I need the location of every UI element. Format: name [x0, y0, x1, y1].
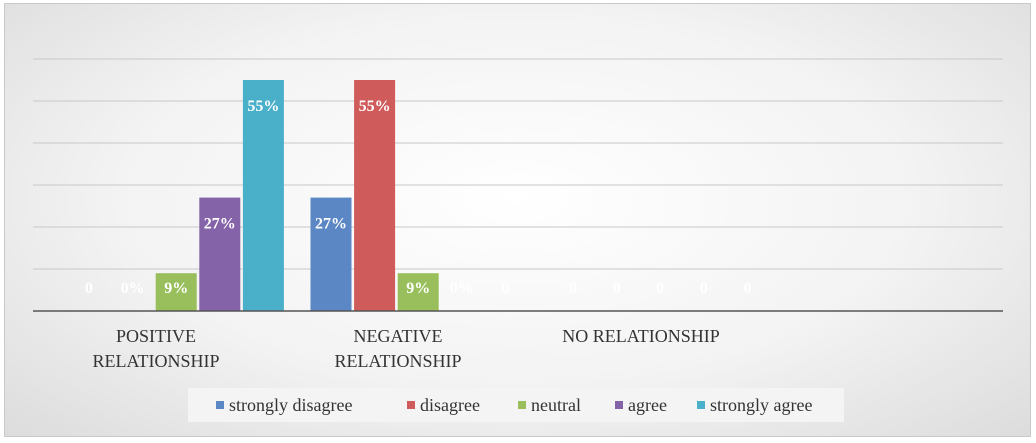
legend-swatch: [615, 401, 623, 409]
data-label: 0%: [450, 280, 474, 297]
data-label: 27%: [204, 216, 236, 233]
category-label: RELATIONSHIP: [334, 351, 461, 371]
data-labels: 0 0% 9% 27% 55% 27% 55% 9% 0% 0 0 0 0 0 0: [85, 98, 751, 297]
category-axis-labels: POSITIVE RELATIONSHIP NEGATIVE RELATIONSHIP…: [92, 326, 719, 371]
bar: [310, 197, 352, 311]
data-label: 0: [501, 280, 509, 297]
chart-area: 0 0% 9% 27% 55% 27% 55% 9% 0% 0 0 0 0 0 0 POSITIVE RELA…: [4, 3, 1031, 437]
legend-swatch: [216, 401, 224, 409]
legend-label: agree: [628, 395, 667, 415]
category-label: NEGATIVE: [354, 326, 443, 346]
data-label: 9%: [406, 280, 430, 297]
gridlines: [33, 58, 1003, 270]
bar: [242, 80, 284, 311]
legend-label: neutral: [531, 395, 581, 415]
data-label: 0: [656, 280, 664, 297]
bar: [199, 197, 241, 311]
data-label: 55%: [359, 98, 391, 115]
data-label: 55%: [247, 98, 279, 115]
bar: [155, 273, 197, 311]
legend-label: disagree: [420, 395, 480, 415]
category-label: RELATIONSHIP: [92, 351, 219, 371]
data-label: 27%: [315, 216, 347, 233]
data-label: 0%: [121, 280, 145, 297]
legend-label: strongly agree: [710, 395, 812, 415]
data-label: 0: [743, 280, 751, 297]
legend-swatch: [518, 401, 526, 409]
data-label: 0: [700, 280, 708, 297]
clustered-bar-chart: 0 0% 9% 27% 55% 27% 55% 9% 0% 0 0 0 0 0 0 POSITIVE RELA…: [33, 58, 1003, 422]
bar: [354, 80, 396, 311]
data-label: 9%: [164, 280, 188, 297]
legend-swatch: [407, 401, 415, 409]
category-label: POSITIVE: [116, 326, 196, 346]
category-label: NO RELATIONSHIP: [562, 326, 720, 346]
bar: [397, 273, 439, 311]
data-label: 0: [613, 280, 621, 297]
data-label: 0: [85, 280, 93, 297]
legend: strongly disagree disagree neutral agree str…: [188, 388, 844, 422]
legend-label: strongly disagree: [229, 395, 352, 415]
legend-swatch: [697, 401, 705, 409]
bars: [155, 80, 439, 311]
legend-background: [188, 388, 844, 422]
data-label: 0: [569, 280, 577, 297]
